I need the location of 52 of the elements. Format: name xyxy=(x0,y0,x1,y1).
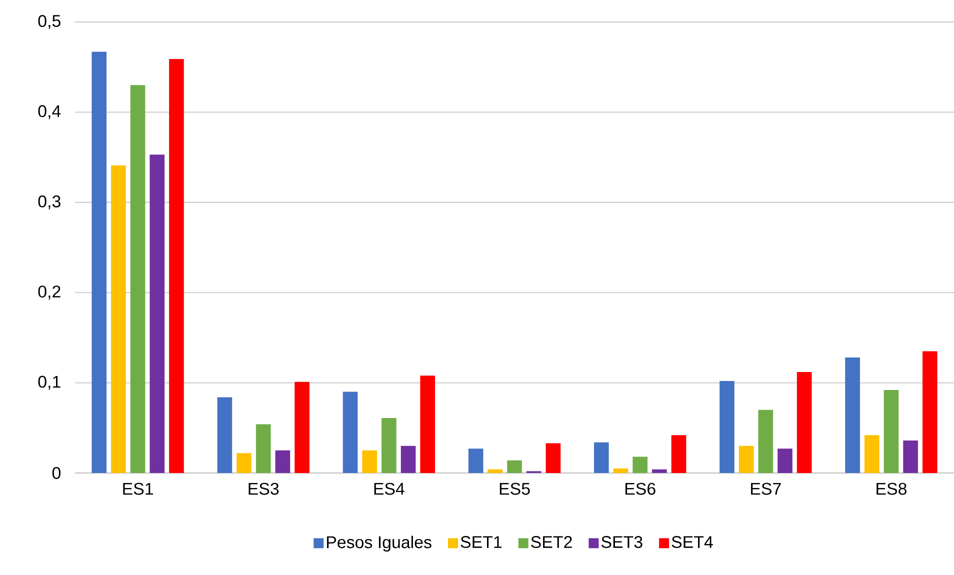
bar xyxy=(468,448,484,473)
bar xyxy=(362,450,378,473)
bar xyxy=(546,443,561,473)
x-tick-label: ES1 xyxy=(123,482,153,495)
bar xyxy=(400,446,416,473)
y-tick-label: 0 xyxy=(52,466,61,479)
bar xyxy=(294,382,310,473)
y-tick-label: 0,2 xyxy=(38,286,60,300)
bar xyxy=(632,456,648,473)
bar xyxy=(130,85,146,473)
bar xyxy=(845,358,860,473)
bar xyxy=(488,469,503,473)
bar xyxy=(275,450,290,473)
bar xyxy=(652,469,667,473)
bar xyxy=(758,410,774,473)
bar xyxy=(884,390,899,473)
bar xyxy=(111,165,126,473)
bar xyxy=(864,435,880,473)
bar xyxy=(256,424,271,473)
x-tick-label: ES6 xyxy=(625,482,656,495)
legend-label: SET3 xyxy=(601,536,642,548)
bar xyxy=(382,418,396,473)
bar xyxy=(738,446,754,473)
bar xyxy=(150,154,165,473)
x-tick-label: ES7 xyxy=(751,482,781,495)
legend-label: SET2 xyxy=(531,536,572,548)
y-tick-label: 0,1 xyxy=(38,376,60,390)
bar xyxy=(594,442,609,473)
legend-label: Pesos Iguales xyxy=(327,536,432,552)
bar xyxy=(507,460,522,473)
bar xyxy=(613,468,628,473)
x-tick-label: ES3 xyxy=(248,482,279,495)
bar xyxy=(796,372,812,473)
bar xyxy=(922,351,938,473)
x-tick-label: ES5 xyxy=(500,482,530,495)
bar xyxy=(236,453,252,473)
x-tick-label: ES8 xyxy=(876,482,906,495)
x-tick-label: ES4 xyxy=(374,482,404,495)
bar xyxy=(169,58,184,473)
bar xyxy=(342,392,358,473)
bar xyxy=(217,397,232,473)
y-tick-label: 0,5 xyxy=(38,14,60,29)
legend-label: SET1 xyxy=(460,536,502,548)
legend-label: SET4 xyxy=(672,536,713,548)
bar xyxy=(903,440,918,473)
bar xyxy=(778,448,792,473)
y-tick-label: 0,4 xyxy=(38,105,61,120)
bar xyxy=(420,376,436,473)
y-tick-label: 0,3 xyxy=(38,195,60,210)
bar xyxy=(92,52,107,473)
bar xyxy=(671,435,686,473)
bar xyxy=(720,380,734,473)
